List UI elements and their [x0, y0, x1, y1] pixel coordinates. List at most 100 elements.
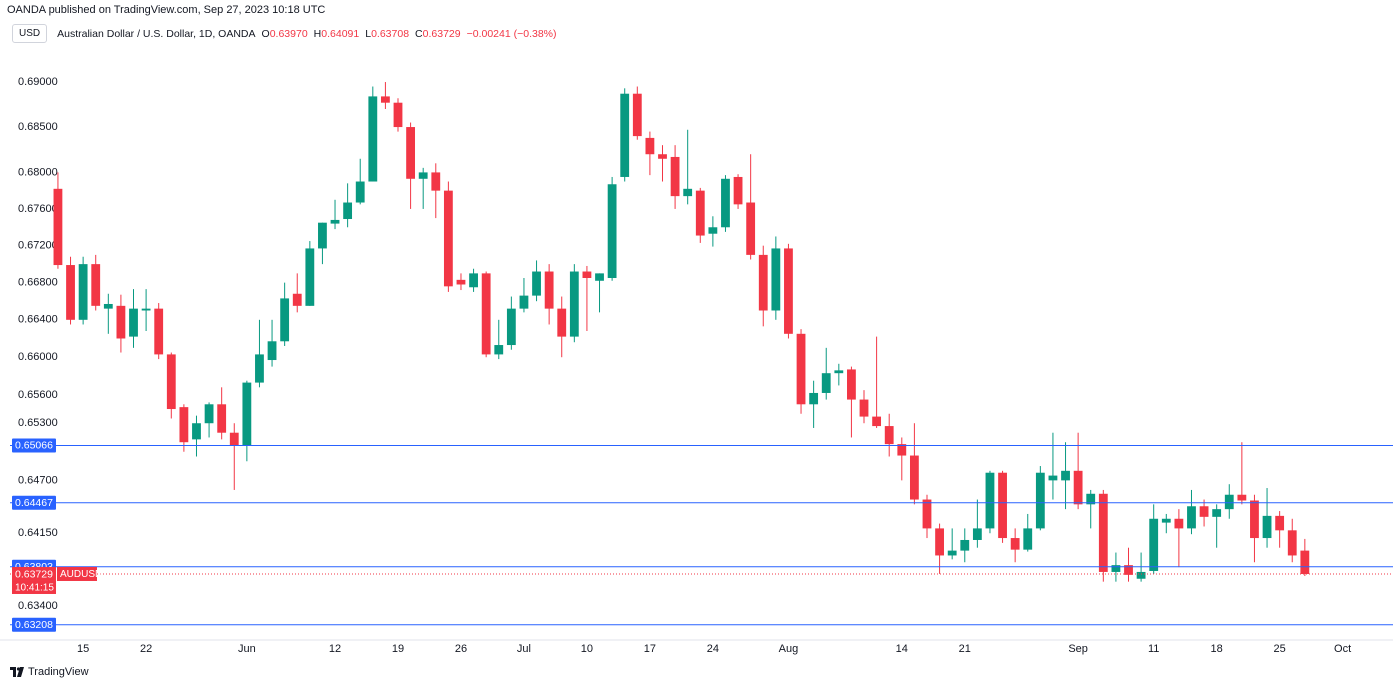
candle-body: [393, 102, 403, 128]
y-tick-label: 0.63400: [18, 600, 58, 612]
candle-body: [884, 426, 894, 445]
candle-body: [569, 271, 579, 337]
candle-body: [1035, 472, 1045, 529]
level-label-box: [12, 617, 56, 632]
candle-body: [632, 93, 642, 137]
x-tick-label: Oct: [1334, 643, 1351, 655]
candle-body: [582, 271, 592, 278]
candle-body: [1212, 509, 1222, 517]
candle-body: [985, 472, 995, 529]
candle-body: [204, 404, 214, 424]
candle-body: [1287, 530, 1297, 556]
candle-body: [746, 202, 756, 255]
candle-body: [431, 172, 441, 191]
candle-body: [834, 370, 844, 374]
brand-logo: [10, 667, 24, 677]
candle-body: [267, 341, 277, 361]
candle-body: [960, 539, 970, 551]
level-label: 0.65066: [15, 440, 53, 452]
candle-body: [620, 93, 630, 177]
x-tick-label: 21: [959, 643, 971, 655]
candle-body: [1111, 565, 1121, 572]
symbol-title: Australian Dollar / U.S. Dollar, 1D, OAN…: [57, 27, 256, 40]
low-value: 0.63708: [371, 27, 410, 40]
candle-body: [66, 265, 75, 320]
brand-name: TradingView: [28, 666, 89, 678]
countdown-box: [12, 580, 56, 594]
x-tick-label: 10: [581, 643, 593, 655]
candle-body: [506, 308, 516, 346]
candle-body: [683, 188, 693, 197]
level-label: 0.63208: [15, 619, 53, 631]
x-tick-label: 17: [644, 643, 656, 655]
last-price-label: 0.63729: [15, 568, 53, 580]
low-label: L: [365, 27, 372, 40]
candle-body: [1174, 518, 1184, 529]
y-tick-label: 0.64150: [18, 527, 58, 539]
footer: TradingView: [10, 666, 89, 678]
candle-body: [91, 264, 101, 306]
candle-body: [1300, 550, 1310, 574]
candle-body: [998, 472, 1007, 539]
x-tick-label: Jun: [238, 643, 256, 655]
symbol-box: [57, 566, 97, 581]
candle-body: [1161, 518, 1171, 523]
candle-body: [859, 399, 869, 417]
candle-body: [103, 303, 113, 309]
candle-body: [53, 188, 63, 266]
candle-body: [1275, 515, 1285, 531]
x-tick-label: 19: [392, 643, 404, 655]
candle-body: [1250, 500, 1259, 539]
x-tick-label: Jul: [517, 643, 531, 655]
level-label-box: [12, 438, 56, 453]
x-tick-label: Aug: [779, 643, 799, 655]
candle-body: [607, 184, 617, 278]
candle-body: [242, 382, 252, 446]
x-tick-label: 14: [896, 643, 908, 655]
x-tick-label: Sep: [1068, 643, 1088, 655]
candle-body: [809, 392, 819, 405]
candle-body: [129, 308, 138, 337]
legend-bar: USD Australian Dollar / U.S. Dollar, 1D,…: [12, 24, 557, 43]
y-tick-label: 0.67200: [18, 240, 58, 252]
candle-body: [154, 308, 164, 355]
candle-body: [847, 369, 856, 400]
candle-body: [469, 273, 478, 288]
candle-body: [909, 455, 919, 500]
candle-body: [708, 227, 718, 234]
level-label: 0.64467: [15, 497, 53, 509]
candle-body: [318, 222, 327, 249]
candle-body: [280, 298, 290, 342]
candle-body: [670, 156, 680, 197]
y-tick-label: 0.68000: [18, 166, 58, 178]
candle-body: [922, 499, 932, 529]
candle-body: [544, 271, 554, 309]
x-tick-label: 24: [707, 643, 719, 655]
y-tick-label: 0.68500: [18, 121, 58, 133]
y-tick-label: 0.66400: [18, 314, 58, 326]
candle-body: [532, 271, 541, 296]
candle-body: [935, 528, 944, 556]
y-tick-label: 0.65300: [18, 417, 58, 429]
candle-body: [443, 190, 453, 287]
x-tick-label: 26: [455, 643, 467, 655]
candle-body: [1237, 494, 1247, 501]
candle-body: [1199, 506, 1209, 517]
candle-body: [947, 550, 957, 556]
candle-body: [758, 254, 768, 311]
currency-badge[interactable]: USD: [12, 24, 48, 43]
candle-body: [192, 423, 201, 440]
candle-body: [494, 345, 504, 355]
candle-body: [1086, 493, 1096, 505]
candle-body: [1187, 506, 1196, 529]
candle-body: [897, 444, 907, 456]
candle-body: [1124, 565, 1133, 575]
level-label-box: [12, 495, 56, 510]
candle-body: [1098, 493, 1108, 572]
close-label: C: [415, 27, 423, 40]
candle-body: [519, 295, 529, 309]
candle-body: [821, 373, 831, 393]
x-tick-label: 18: [1211, 643, 1223, 655]
